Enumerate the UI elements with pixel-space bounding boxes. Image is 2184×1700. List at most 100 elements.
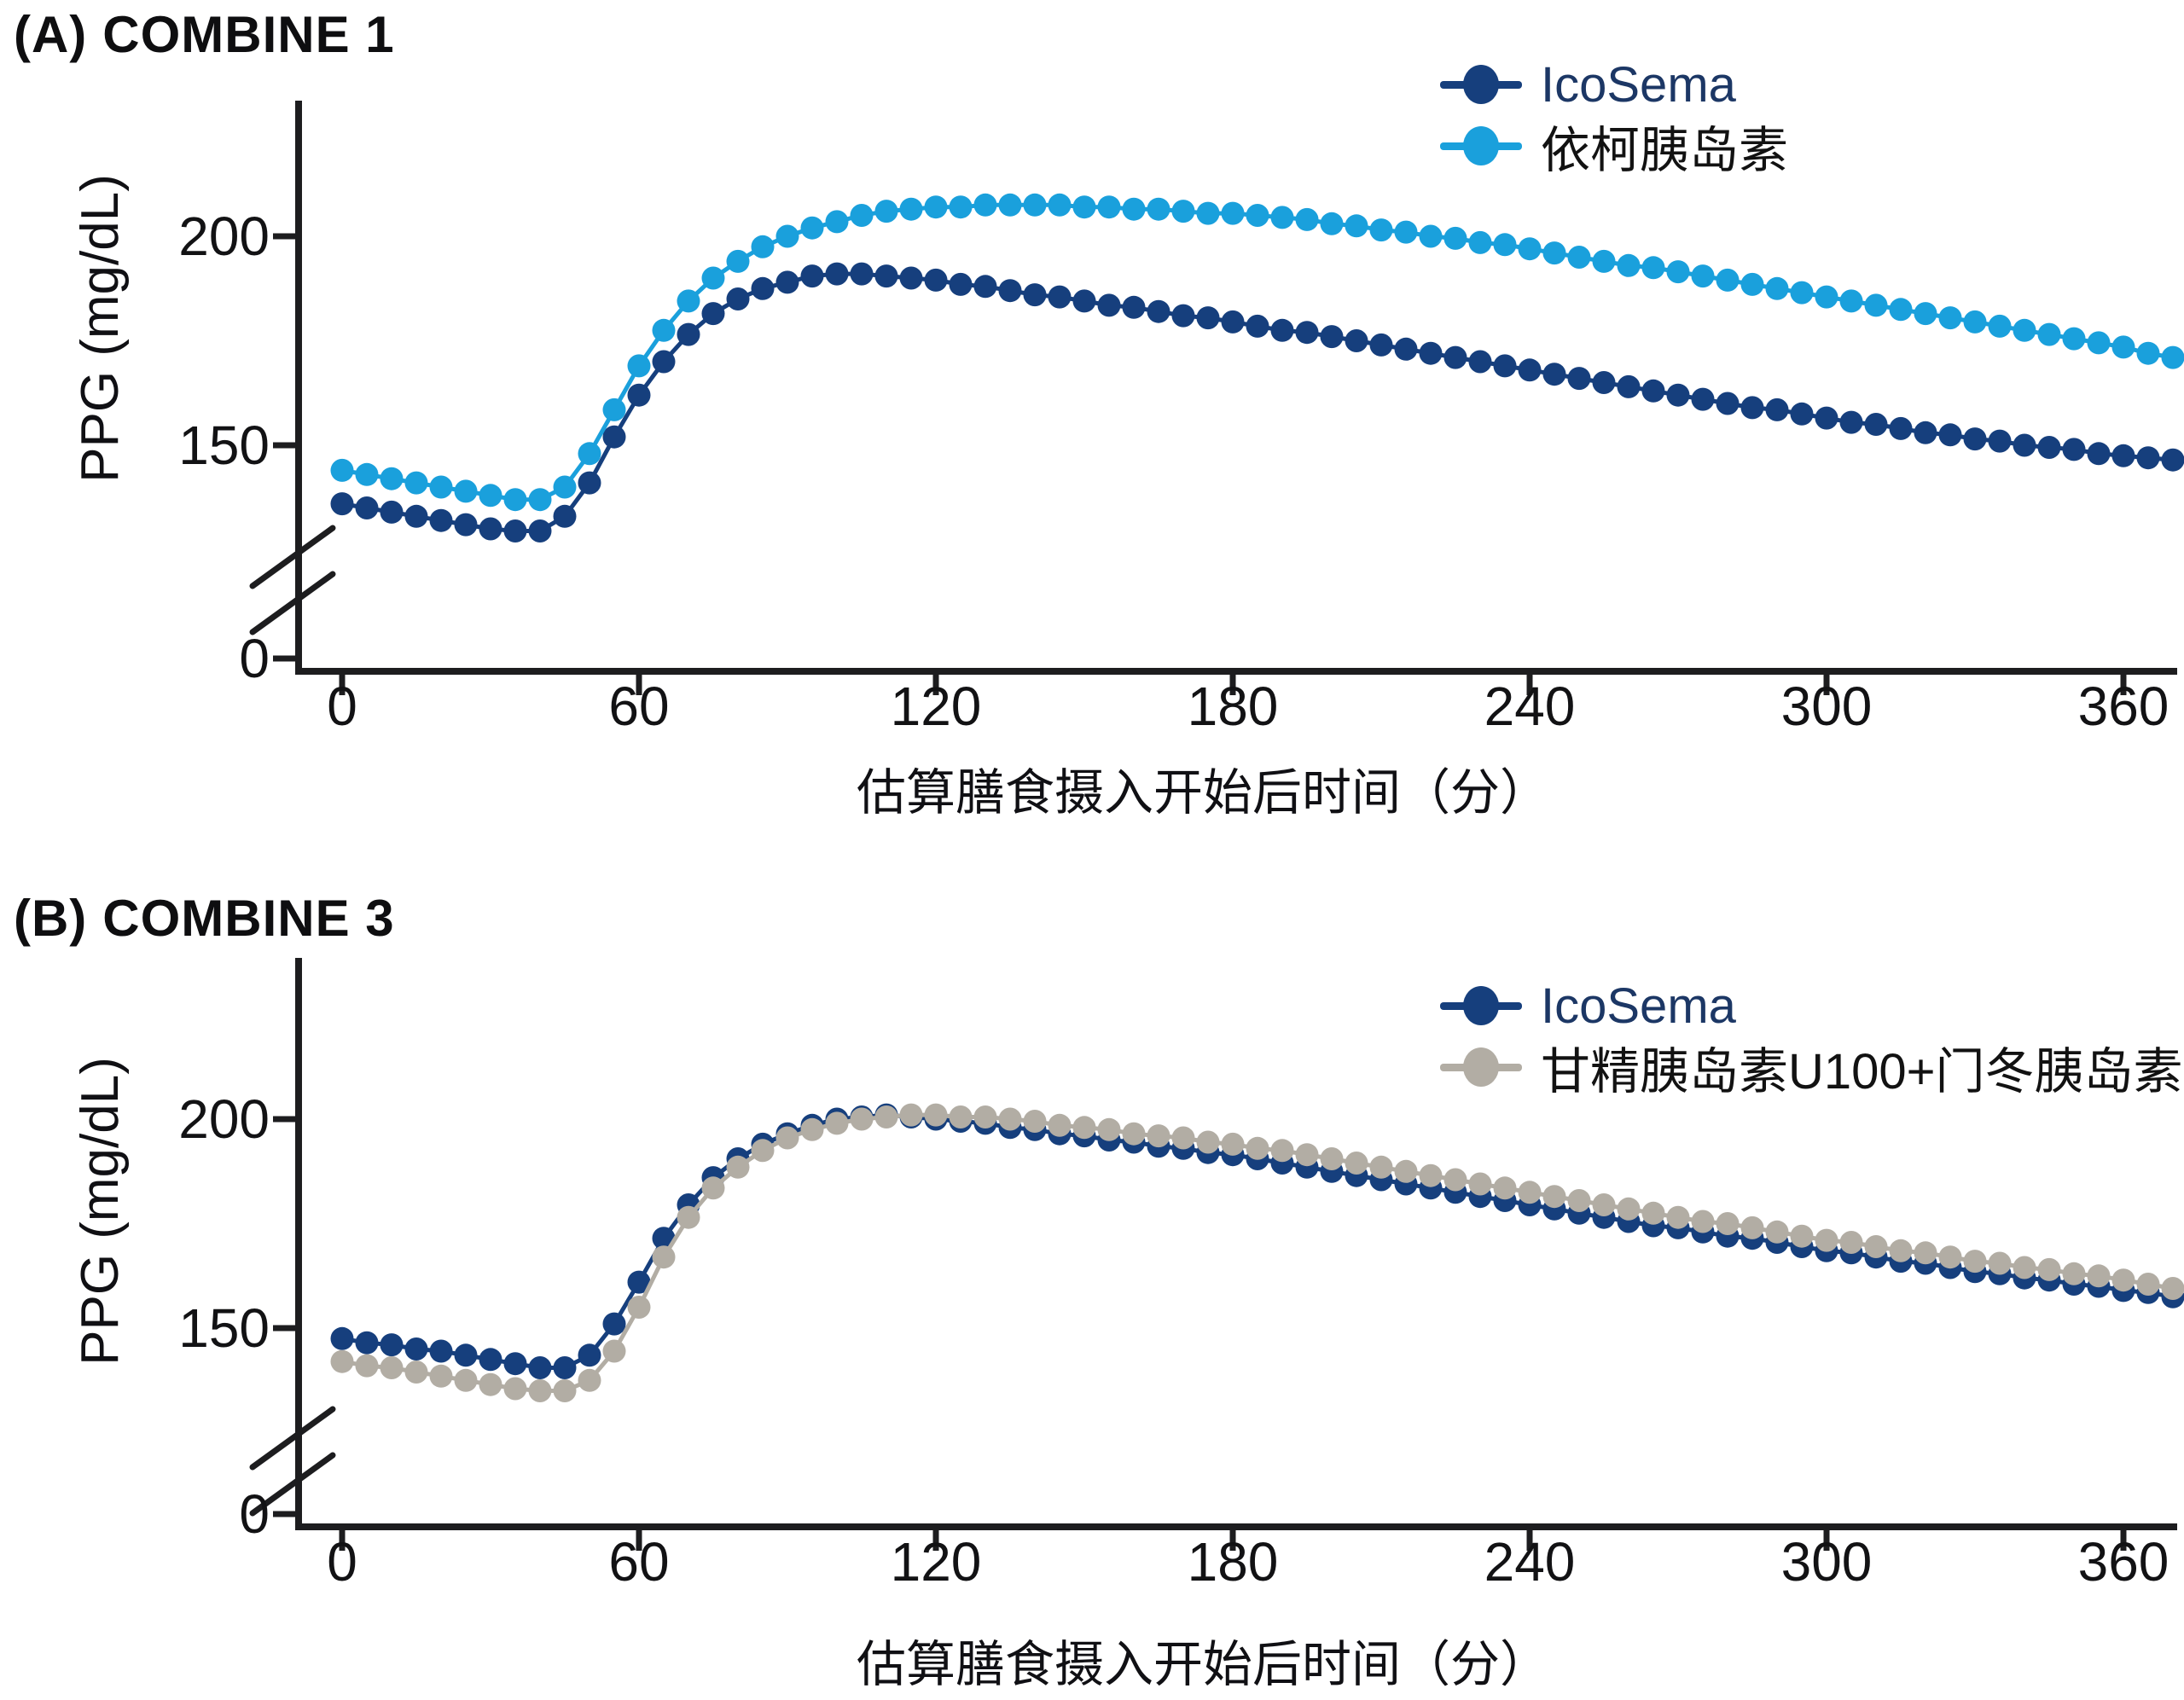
data-point (2037, 322, 2061, 346)
data-point (1617, 1197, 1641, 1221)
data-point (1765, 276, 1789, 300)
data-point (404, 1361, 428, 1384)
data-point (1790, 1224, 1814, 1248)
data-point (355, 1354, 379, 1378)
data-point (874, 200, 898, 223)
data-point (1691, 387, 1715, 411)
data-point (2013, 318, 2036, 342)
x-tick-label: 0 (327, 1531, 357, 1593)
data-point (825, 1111, 849, 1135)
data-point (850, 262, 874, 286)
data-point (429, 508, 453, 532)
data-point (1295, 1143, 1319, 1167)
data-point (850, 204, 874, 227)
data-point (528, 1356, 552, 1379)
data-point (1221, 1132, 1245, 1156)
legend-label: 依柯胰岛素 (1541, 123, 1789, 178)
data-point (1815, 285, 1838, 309)
data-point (1443, 1168, 1467, 1192)
data-point (380, 1333, 404, 1357)
data-point (751, 1139, 775, 1163)
data-point (652, 318, 676, 342)
data-point (1963, 310, 1987, 334)
data-point (726, 287, 750, 310)
legend-label: 甘精胰岛素U100+门冬胰岛素 (1541, 1044, 2183, 1099)
data-point (1567, 246, 1591, 269)
data-point (1270, 318, 1294, 342)
x-tick-label: 60 (608, 1531, 670, 1593)
data-point (1815, 406, 1838, 430)
data-point (1394, 337, 1418, 361)
data-point (503, 1377, 527, 1401)
data-point (775, 270, 799, 294)
data-point (973, 193, 997, 217)
y-tick-label: 200 (178, 1088, 270, 1150)
data-point (2062, 327, 2086, 351)
data-point (1839, 410, 1863, 434)
data-point (899, 1103, 923, 1127)
data-point (1394, 1159, 1418, 1183)
data-point (1889, 416, 1913, 440)
data-point (1122, 1122, 1146, 1146)
data-point (1691, 1210, 1715, 1233)
data-point (1023, 1110, 1047, 1133)
data-point (1468, 230, 1492, 254)
data-point (1592, 371, 1616, 394)
panel-a-y-axis-title: PPG (mg/dL) (71, 174, 130, 483)
data-point (1072, 1116, 1096, 1140)
data-point (503, 519, 527, 542)
axis-break-icon (249, 571, 336, 635)
y-zero-label: 0 (239, 1483, 270, 1545)
series-dot-icon (1463, 1047, 1499, 1087)
data-point (1270, 206, 1294, 229)
data-point (1369, 218, 1393, 242)
data-point (1641, 1201, 1665, 1225)
x-tick-label: 180 (1187, 676, 1279, 737)
legend-item: 依柯胰岛素 (1440, 121, 1788, 178)
data-point (850, 1107, 874, 1131)
data-point (1641, 256, 1665, 280)
data-point (2062, 1262, 2086, 1285)
data-point (726, 1155, 750, 1179)
data-point (1295, 321, 1319, 345)
panel-a-study-name: COMBINE 1 (102, 6, 395, 63)
data-point (2161, 1277, 2184, 1300)
data-point (924, 1103, 948, 1127)
data-point (330, 1349, 354, 1373)
data-point (1740, 272, 1764, 296)
legend-marker (1440, 1047, 1522, 1088)
data-point (479, 484, 502, 508)
data-point (1938, 306, 1962, 330)
data-point (1122, 197, 1146, 221)
x-tick-label: 300 (1780, 1531, 1873, 1593)
data-point (1716, 392, 1740, 415)
data-point (800, 264, 824, 288)
data-point (1790, 281, 1814, 305)
x-tick-label: 120 (890, 1531, 982, 1593)
data-point (1914, 421, 1937, 444)
data-point (800, 216, 824, 240)
data-point (726, 249, 750, 273)
legend-item: 甘精胰岛素U100+门冬胰岛素 (1440, 1042, 2183, 1099)
data-point (1443, 345, 1467, 369)
data-point (429, 475, 453, 499)
data-point (479, 1372, 502, 1396)
data-point (1023, 283, 1047, 307)
data-point (1122, 295, 1146, 319)
data-point (924, 268, 948, 292)
data-point (1839, 1231, 1863, 1254)
data-point (652, 1245, 676, 1269)
data-point (998, 193, 1022, 217)
data-point (1072, 195, 1096, 219)
data-point (1097, 195, 1121, 219)
data-point (1988, 1251, 2012, 1275)
data-point (677, 1205, 700, 1229)
data-point (1394, 220, 1418, 244)
x-tick-label: 300 (1780, 676, 1873, 737)
data-point (1988, 314, 2012, 338)
data-point (454, 479, 478, 503)
legend-marker (1440, 985, 1522, 1026)
x-tick-label: 360 (2077, 676, 2169, 737)
data-point (528, 1379, 552, 1402)
data-point (454, 513, 478, 537)
